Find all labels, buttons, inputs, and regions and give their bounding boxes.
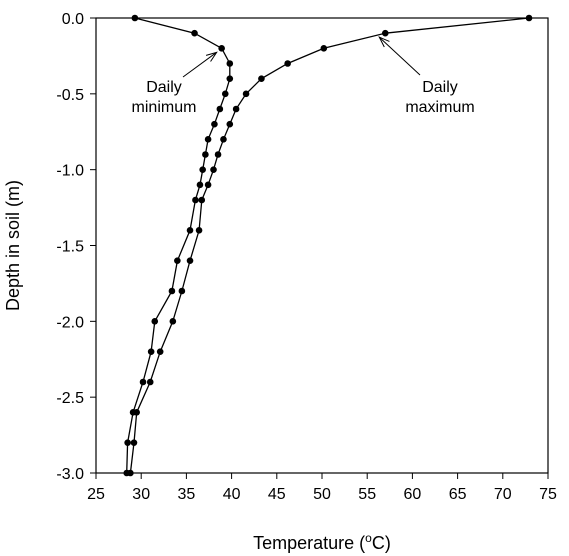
data-point: [169, 318, 177, 325]
arrow-daily-maximum: [378, 36, 421, 76]
data-point: [204, 136, 212, 143]
series-daily-maximum: [127, 14, 533, 477]
x-tick-label: 40: [223, 486, 241, 503]
x-tick-label: 75: [539, 486, 557, 503]
x-axis-title: Temperature (oC): [253, 531, 391, 553]
data-point: [226, 120, 234, 128]
annotation-daily-minimum: Daily minimum: [132, 79, 197, 116]
x-tick-label: 35: [178, 486, 196, 503]
data-point: [130, 439, 138, 446]
data-point: [242, 90, 250, 98]
y-tick-label: -2.0: [56, 314, 84, 331]
x-tick-label: 30: [132, 486, 150, 503]
data-point: [127, 469, 134, 477]
data-point: [232, 105, 240, 113]
annotation-layer: Daily minimum Daily maximum: [132, 36, 475, 116]
data-point: [214, 151, 222, 158]
data-point: [221, 90, 229, 98]
y-axis-title: Depth in soil (m): [3, 180, 23, 311]
data-point: [211, 120, 218, 128]
x-tick-label: 65: [449, 486, 467, 503]
data-point: [156, 348, 164, 355]
y-tick-label: -2.5: [56, 390, 84, 407]
data-point: [131, 14, 139, 22]
data-point: [196, 181, 204, 189]
data-point: [199, 166, 206, 173]
arrow-head: [205, 51, 218, 62]
data-point: [139, 378, 147, 386]
data-point: [124, 439, 131, 446]
y-tick-label: 0.0: [62, 11, 84, 28]
data-point: [226, 75, 234, 82]
data-point: [133, 409, 140, 416]
y-tick-label: -1.0: [56, 163, 84, 180]
annotation-line: minimum: [132, 99, 197, 116]
data-point: [168, 287, 176, 295]
data-point: [284, 60, 291, 67]
data-point: [198, 196, 206, 204]
x-tick-label: 45: [268, 486, 286, 503]
data-point: [195, 227, 203, 234]
data-point: [192, 196, 199, 204]
data-point: [174, 257, 181, 264]
x-tick-label: 55: [358, 486, 376, 503]
x-tick-label: 50: [313, 486, 331, 503]
arrow-shaft: [182, 51, 217, 78]
axes: 25 30 35 40 45 50 55 60 65 70 75 0.0 -0.5 -1.0 -1.5 -2.…: [56, 11, 557, 503]
y-tick-label: -1.5: [56, 239, 84, 256]
data-point: [210, 166, 217, 173]
data-point: [204, 181, 212, 189]
series-line: [126, 17, 231, 474]
series-line: [129, 17, 530, 474]
y-tick-label: -3.0: [56, 466, 84, 483]
data-point: [191, 29, 198, 37]
data-point: [186, 227, 194, 234]
data-point: [186, 257, 194, 264]
data-point: [202, 151, 209, 158]
x-tick-label: 25: [87, 486, 105, 503]
x-tick-label: 60: [404, 486, 422, 503]
data-point: [525, 14, 533, 22]
annotation-line: maximum: [405, 99, 474, 116]
data-point: [151, 318, 159, 325]
data-point: [178, 287, 186, 295]
data-point: [226, 60, 234, 67]
data-point: [320, 45, 328, 52]
data-point: [218, 45, 225, 52]
data-point: [146, 378, 154, 386]
x-tick-label: 70: [494, 486, 512, 503]
arrow-daily-minimum: [182, 51, 218, 78]
annotation-daily-maximum: Daily maximum: [405, 79, 474, 116]
data-point: [381, 29, 389, 37]
data-point: [147, 348, 155, 355]
y-tick-label: -0.5: [56, 87, 84, 104]
annotation-line: Daily: [422, 79, 458, 96]
annotation-line: Daily: [146, 79, 182, 96]
data-point: [216, 105, 224, 113]
data-point: [258, 75, 265, 82]
data-point: [220, 136, 227, 143]
series-layer: [123, 14, 533, 477]
arrow-shaft: [378, 36, 421, 76]
series-daily-minimum: [123, 14, 234, 477]
arrow-head: [378, 36, 390, 48]
